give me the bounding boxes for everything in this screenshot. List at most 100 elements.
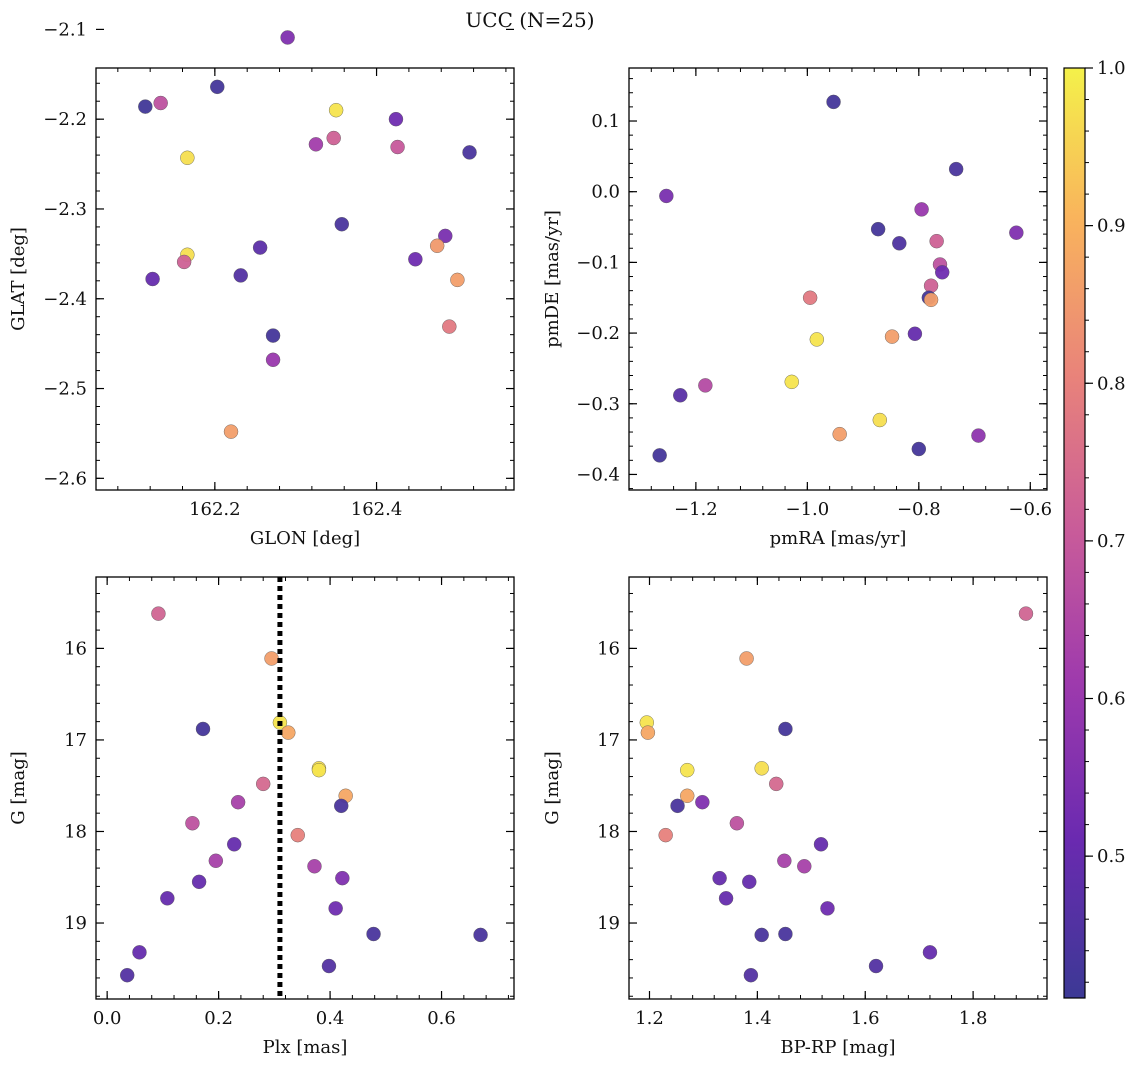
position-data-point: [265, 352, 281, 368]
proper-motion-data-point: [659, 188, 674, 204]
position-x-tick-label: 162.2: [189, 499, 241, 520]
color-cmd-data-point: [754, 761, 769, 776]
proper-motion-data-point: [923, 292, 939, 308]
proper-motion-y-axis-label: pmDE [mas/yr]: [542, 210, 563, 348]
position-data-point: [138, 99, 153, 114]
position-data-point: [145, 271, 160, 287]
parallax-cmd-y-tick-label: 19: [64, 913, 87, 934]
position-x-axis-label: GLON [deg]: [250, 528, 360, 549]
figure-title: UCC (N=25): [465, 8, 594, 32]
color-cmd-data-point: [718, 891, 734, 906]
colorbar-tick-label: 0.7: [1097, 531, 1126, 552]
proper-motion-x-tick-label: −1.0: [785, 499, 829, 520]
color-cmd-x-axis-label: BP-RP [mag]: [780, 1037, 895, 1058]
proper-motion-data-point: [870, 221, 886, 237]
proper-motion-data-point: [914, 202, 929, 217]
colorbar-tick-label: 0.5: [1097, 846, 1126, 867]
parallax-cmd-data-point: [307, 859, 322, 874]
parallax-cmd-y-tick-label: 18: [64, 821, 87, 842]
color-cmd-data-point: [820, 901, 835, 916]
position-data-point: [176, 254, 192, 270]
proper-motion-data-point: [652, 448, 667, 463]
color-cmd-data-point: [813, 837, 829, 852]
position-data-point: [265, 328, 281, 343]
proper-motion-data-point: [826, 94, 841, 110]
parallax-cmd-x-tick-label: 0.4: [316, 1008, 345, 1029]
color-cmd-y-tick-label: 18: [597, 821, 620, 842]
color-cmd-data-point: [769, 776, 784, 792]
proper-motion-data-point: [872, 412, 887, 428]
proper-motion-y-tick-label: 0.0: [591, 182, 620, 203]
parallax-cmd-data-point: [227, 837, 242, 852]
color-cmd-data-point: [743, 967, 759, 983]
parallax-cmd-data-point: [366, 926, 381, 942]
panel-color-cmd: 1.2 1.4 1.6 1.8 16 17 18 19 BP-RP [mag] G [mag]: [542, 576, 1048, 1058]
color-cmd-x-tick-label: 1.8: [959, 1008, 988, 1029]
position-y-tick-label: −2.4: [43, 289, 87, 310]
proper-motion-x-axis-label: pmRA [mas/yr]: [770, 528, 907, 549]
color-cmd-y-axis-label: G [mag]: [542, 751, 563, 824]
proper-motion-y-tick-label: 0.1: [591, 111, 620, 132]
proper-motion-y-tick-label: −0.2: [576, 323, 620, 344]
parallax-cmd-data-point: [334, 798, 349, 814]
position-data-point: [408, 252, 423, 267]
color-cmd-axes-frame: [628, 576, 1048, 1000]
proper-motion-x-tick-label: −0.8: [897, 499, 941, 520]
parallax-cmd-data-point: [264, 651, 279, 666]
proper-motion-data-point: [784, 374, 799, 390]
position-data-point: [223, 424, 239, 439]
position-data-point: [308, 137, 324, 152]
color-cmd-data-point: [712, 870, 727, 886]
parallax-cmd-data-point: [191, 874, 207, 890]
position-x-tick-label: 162.4: [351, 499, 403, 520]
proper-motion-y-tick-label: −0.1: [576, 252, 620, 273]
proper-motion-data-point: [929, 233, 944, 249]
panel-proper-motion: −1.2 −1.0 −0.8 −0.6 −0.4 −0.3 −0.2 −0.1 0.0 0.1 pm…: [542, 67, 1052, 549]
color-cmd-data-point: [680, 788, 695, 803]
position-data-point: [334, 217, 349, 232]
color-cmd-data-point: [777, 853, 792, 868]
color-cmd-y-tick-label: 19: [597, 913, 620, 934]
proper-motion-data-point: [911, 441, 927, 457]
proper-motion-data-point: [832, 426, 847, 442]
proper-motion-data-point: [1009, 225, 1024, 240]
proper-motion-x-tick-label: −0.6: [1008, 499, 1052, 520]
color-cmd-data-point: [680, 762, 695, 778]
color-cmd-data-point: [1018, 606, 1034, 621]
parallax-cmd-x-tick-label: 0.2: [204, 1008, 233, 1029]
proper-motion-data-point: [673, 388, 688, 403]
position-y-axis-label: GLAT [deg]: [8, 227, 29, 331]
position-data-point: [442, 319, 457, 334]
colorbar-tick-label: 0.9: [1097, 216, 1126, 237]
parallax-cmd-data-point: [151, 606, 166, 621]
proper-motion-data-point: [698, 378, 713, 393]
position-data-point: [153, 95, 168, 111]
proper-motion-y-tick-label: −0.4: [576, 464, 620, 485]
parallax-cmd-axes-frame: [95, 576, 515, 1000]
color-cmd-x-tick-label: 1.2: [635, 1008, 664, 1029]
color-cmd-data-point: [797, 859, 812, 874]
position-data-point: [326, 130, 341, 146]
color-cmd-x-tick-label: 1.6: [851, 1008, 880, 1029]
colorbar-tick-label: 0.6: [1097, 689, 1126, 710]
proper-motion-data-point: [923, 278, 939, 293]
parallax-cmd-data-point: [290, 827, 305, 843]
color-cmd-data-point: [640, 725, 656, 740]
parallax-cmd-data-point: [185, 816, 200, 831]
parallax-cmd-data-point: [160, 891, 175, 906]
parallax-cmd-data-point: [256, 776, 271, 792]
position-data-point: [328, 102, 344, 118]
parallax-cmd-data-point: [208, 853, 224, 868]
proper-motion-data-point: [809, 332, 825, 347]
parallax-cmd-data-point: [230, 794, 246, 810]
colorbar: 0.5 0.6 0.7 0.8 0.9 1.0: [1063, 58, 1126, 999]
colorbar-tick-label: 1.0: [1097, 58, 1126, 79]
parallax-cmd-data-point: [335, 870, 350, 886]
color-cmd-data-point: [739, 651, 754, 666]
position-data-point: [450, 272, 465, 288]
color-cmd-y-tick-label: 17: [597, 730, 620, 751]
proper-motion-data-point: [892, 236, 907, 251]
parallax-cmd-x-tick-label: 0.0: [93, 1008, 122, 1029]
parallax-cmd-data-point: [321, 958, 337, 974]
